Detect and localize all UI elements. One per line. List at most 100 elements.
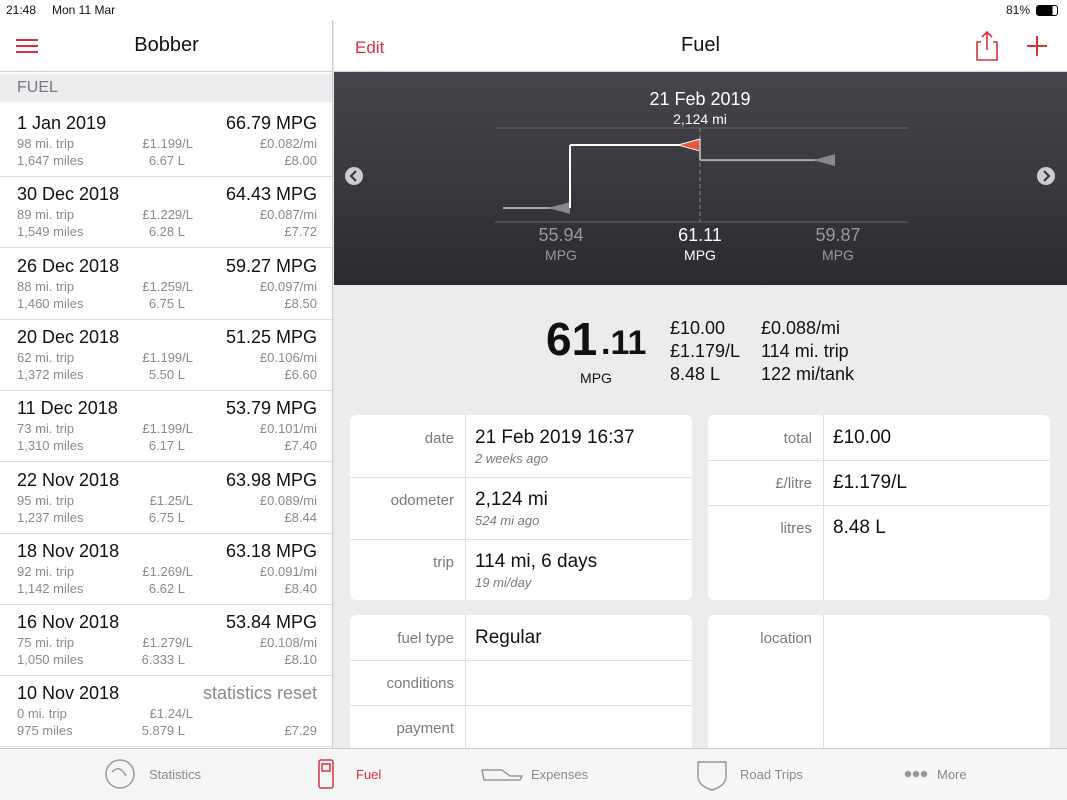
row-label: payment	[396, 720, 454, 737]
entry-litres: 5.50 L	[148, 366, 185, 382]
row-label: £/litre	[775, 475, 812, 492]
row-value[interactable]: £1.179/L	[833, 472, 907, 493]
entry-price: £1.199/L	[142, 136, 193, 151]
entry-total: £7.40	[284, 438, 317, 454]
entry-date: 11 Dec 2018	[17, 398, 118, 419]
status-date: Mon 11 Mar	[52, 3, 116, 17]
entry-odometer: 1,549 miles	[17, 224, 84, 240]
point-unit: MPG	[822, 247, 854, 263]
entry-cost-per-mile: £0.087/mi	[259, 207, 317, 223]
fuel-entry[interactable]: 11 Dec 2018 53.79 MPG 73 mi. trip £1.199/L £…	[0, 391, 332, 463]
fuel-entry[interactable]: 1 Jan 2019 66.79 MPG 98 mi. trip £1.199/L £0…	[0, 106, 332, 177]
row-sub: 2 weeks ago	[475, 451, 548, 466]
row-value[interactable]: 21 Feb 2019 16:37	[475, 427, 635, 448]
mpg-whole: 61	[546, 313, 598, 365]
row-sub: 19 mi/day	[475, 575, 532, 590]
entry-cost-per-mile: £0.089/mi	[259, 492, 317, 508]
entry-odometer: 1,460 miles	[17, 295, 84, 311]
entry-trip: 0 mi. trip	[17, 706, 67, 722]
row-value[interactable]: Regular	[475, 627, 542, 648]
entry-litres: 6.75 L	[148, 295, 185, 311]
fuel-entry[interactable]: 22 Nov 2018 63.98 MPG 95 mi. trip £1.25/L £0…	[0, 463, 332, 534]
entry-odometer: 1,372 miles	[17, 366, 84, 382]
edit-button[interactable]: Edit	[355, 38, 385, 57]
entry-mpg: 63.18 MPG	[225, 540, 317, 561]
entry-trip: 62 mi. trip	[17, 349, 75, 365]
nav-bar	[0, 20, 332, 72]
mpg-fraction: .11	[601, 324, 647, 362]
point-value: 61.11	[678, 225, 722, 245]
entry-trip: 75 mi. trip	[17, 635, 75, 651]
entry-price: £1.279/L	[142, 635, 193, 651]
entry-odometer: 975 miles	[17, 723, 73, 739]
row-value[interactable]: 8.48 L	[833, 517, 886, 538]
entry-cost-per-mile: £0.106/mi	[259, 349, 317, 365]
row-label: litres	[780, 520, 812, 537]
tab[interactable]: Statistics	[149, 767, 202, 782]
detail-title: Fuel	[681, 34, 720, 56]
entry-litres: 5.879 L	[141, 723, 185, 739]
fuel-entry[interactable]: 10 Nov 2018 statistics reset 0 mi. trip £1.…	[0, 676, 332, 748]
card-divider	[823, 415, 824, 600]
entry-total: £8.40	[284, 580, 317, 596]
tab[interactable]: Fuel	[356, 767, 382, 782]
card-divider	[465, 415, 466, 600]
detail-card: total £10.00 £/litre £1.179/L litres 8.48 L	[708, 415, 1050, 600]
entry-date: 22 Nov 2018	[17, 469, 120, 490]
tab[interactable]: Road Trips	[740, 767, 803, 782]
row-divider	[350, 660, 692, 661]
mpg-unit: MPG	[580, 370, 612, 386]
row-value[interactable]: 2,124 mi	[475, 489, 548, 510]
summary-item: £10.00	[670, 318, 726, 338]
sidebar: Bobber FUEL 1 Jan 2019 66.79 MPG 98 mi. trip…	[0, 20, 333, 748]
entry-total: £8.50	[284, 295, 317, 311]
fuel-entry[interactable]: 30 Dec 2018 64.43 MPG 89 mi. trip £1.229/L £…	[0, 177, 332, 249]
entry-total: £8.44	[284, 509, 317, 525]
row-value[interactable]: £10.00	[833, 427, 892, 448]
entry-mpg: 59.27 MPG	[225, 255, 317, 276]
entry-date: 20 Dec 2018	[17, 326, 120, 347]
tab[interactable]: Expenses	[531, 767, 589, 782]
entry-mpg: 66.79 MPG	[225, 113, 317, 133]
chart-panel	[334, 72, 1067, 285]
fuel-entry[interactable]: 20 Dec 2018 51.25 MPG 62 mi. trip £1.199/L £…	[0, 320, 332, 391]
entry-odometer: 1,647 miles	[17, 153, 84, 168]
entry-litres: 6.67 L	[148, 153, 185, 168]
entry-cost-per-mile: £0.108/mi	[259, 635, 317, 651]
entry-note: statistics reset	[202, 683, 317, 704]
entry-price: £1.259/L	[142, 278, 193, 294]
row-divider	[708, 460, 1050, 461]
row-label: location	[760, 630, 812, 647]
entry-total: £8.00	[284, 153, 317, 168]
row-divider	[708, 505, 1050, 506]
tab[interactable]: More	[937, 767, 967, 782]
entry-price: £1.24/L	[149, 706, 193, 722]
point-unit: MPG	[545, 247, 577, 263]
entry-cost-per-mile: £0.091/mi	[259, 563, 317, 579]
entry-mpg: 53.84 MPG	[225, 612, 317, 633]
entry-odometer: 1,310 miles	[17, 438, 84, 454]
fuel-entry[interactable]: 18 Nov 2018 63.18 MPG 92 mi. trip £1.269/L £…	[0, 534, 332, 605]
summary-item: 114 mi. trip	[761, 341, 849, 361]
entry-price: £1.269/L	[142, 563, 193, 579]
section-header: FUEL	[0, 74, 332, 102]
battery-icon	[1036, 5, 1058, 16]
detail-card: location	[708, 615, 1050, 755]
status-time: 21:48	[6, 3, 37, 17]
detail-card: fuel type Regular conditions payment	[350, 615, 692, 755]
card-divider	[823, 615, 824, 755]
entry-litres: 6.28 L	[148, 224, 185, 240]
entry-date: 10 Nov 2018	[17, 683, 120, 704]
row-divider	[350, 477, 692, 478]
entry-odometer: 1,237 miles	[17, 509, 84, 525]
fuel-entry[interactable]: 26 Dec 2018 59.27 MPG 88 mi. trip £1.259/L £…	[0, 249, 332, 320]
entry-total: £8.10	[284, 652, 317, 668]
row-label: trip	[433, 554, 454, 571]
summary-item: £1.179/L	[670, 341, 741, 361]
row-value[interactable]: 114 mi, 6 days	[475, 551, 598, 572]
row-divider	[350, 705, 692, 706]
chart-date: 21 Feb 2019	[649, 89, 751, 109]
row-label: date	[424, 430, 454, 447]
fuel-entry[interactable]: 16 Nov 2018 53.84 MPG 75 mi. trip £1.279/L £…	[0, 605, 332, 677]
